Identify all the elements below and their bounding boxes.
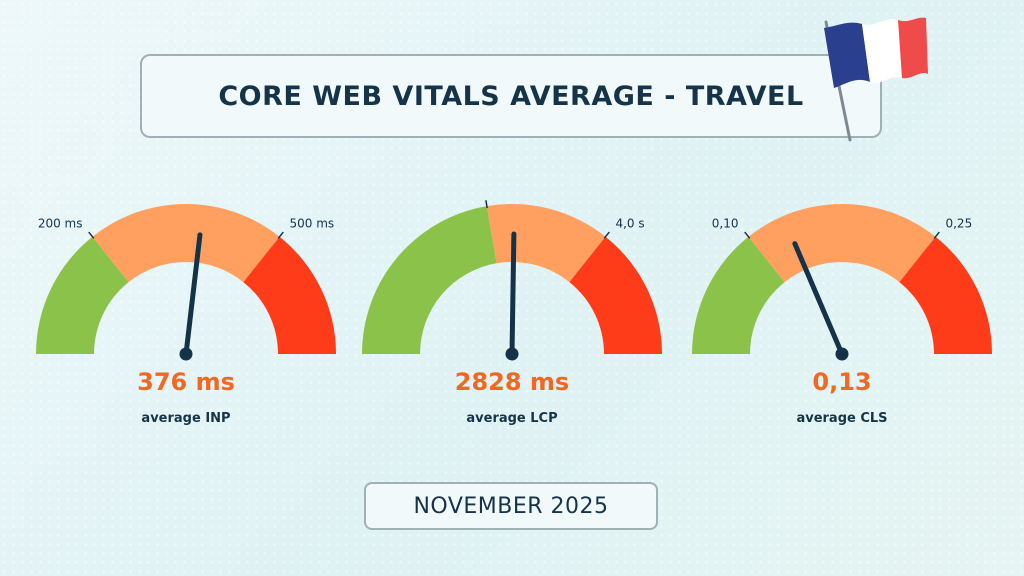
gauge-cls-value: 0,13	[812, 368, 872, 396]
threshold-tick	[603, 231, 610, 239]
threshold-tick	[88, 231, 95, 239]
page-title: CORE WEB VITALS AVERAGE - TRAVEL	[218, 80, 804, 112]
threshold-label: 500 ms	[289, 217, 334, 231]
threshold-label: 0,10	[712, 217, 739, 231]
flag-stripe-white	[862, 19, 902, 83]
gauge-lcp-value: 2828 ms	[454, 368, 570, 396]
gauge-lcp-dial: 2,5 s 4,0 s	[362, 196, 662, 361]
france-flag-icon	[824, 17, 928, 142]
gauge-band-poor	[243, 236, 336, 354]
gauge-band-poor	[569, 236, 662, 354]
period-label: NOVEMBER 2025	[413, 493, 609, 519]
gauge-inp-dial: 200 ms 500 ms	[36, 204, 336, 361]
gauge-needle	[509, 231, 517, 357]
threshold-tick	[277, 231, 284, 239]
threshold-label: 4,0 s	[615, 217, 644, 231]
gauge-cls-label: average CLS	[796, 411, 888, 426]
gauge-lcp-label: average LCP	[466, 411, 558, 426]
threshold-tick	[933, 231, 940, 239]
gauge-band-needs-improvement	[92, 204, 280, 283]
threshold-tick	[744, 231, 751, 239]
threshold-label: 200 ms	[38, 217, 83, 231]
period-banner: NOVEMBER 2025	[364, 482, 658, 530]
threshold-label: 0,25	[945, 217, 972, 231]
flag-stripe-red	[898, 17, 928, 79]
gauge-cls-dial: 0,10 0,25	[692, 204, 992, 361]
gauge-cls: 0,10 0,25 0,13 average CLS	[682, 196, 1002, 446]
gauge-inp-label: average INP	[141, 411, 231, 426]
gauge-needle-hub	[835, 347, 849, 361]
gauge-lcp: 2,5 s 4,0 s 2828 ms average LCP	[352, 196, 672, 446]
gauge-band-needs-improvement	[486, 204, 606, 283]
threshold-label: 2,5 s	[455, 196, 484, 197]
gauge-needle-hub	[179, 347, 193, 361]
gauge-band-poor	[899, 236, 992, 354]
gauge-band-good	[362, 206, 497, 354]
threshold-tick	[485, 200, 488, 209]
gauge-band-needs-improvement	[748, 204, 936, 283]
gauge-needle-hub	[505, 347, 519, 361]
gauge-needle	[183, 232, 203, 357]
gauge-inp: 200 ms 500 ms 376 ms average INP	[26, 196, 346, 446]
title-banner: CORE WEB VITALS AVERAGE - TRAVEL	[140, 54, 882, 138]
gauge-band-good	[692, 236, 785, 354]
gauge-inp-value: 376 ms	[137, 368, 235, 396]
gauge-band-good	[36, 236, 129, 354]
flag-stripe-blue	[824, 22, 870, 89]
gauge-needle	[792, 241, 845, 357]
